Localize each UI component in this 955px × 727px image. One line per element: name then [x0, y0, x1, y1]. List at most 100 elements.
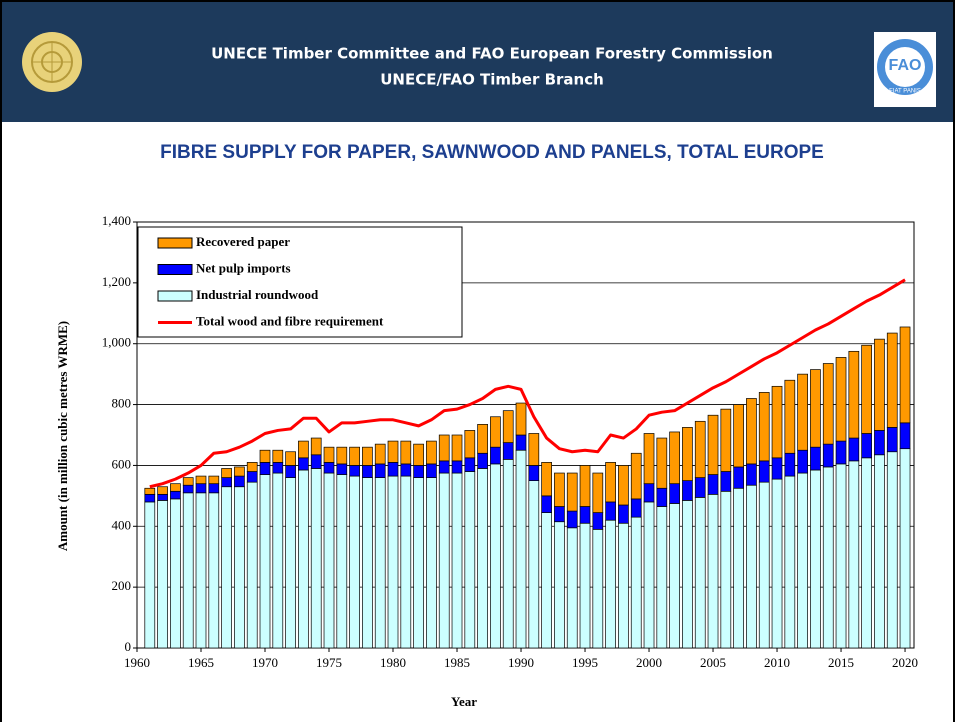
bar-segment — [694, 497, 706, 649]
bar-segment — [323, 472, 335, 649]
bar-segment — [285, 451, 296, 466]
bar-segment — [554, 506, 565, 523]
bar-segment — [874, 454, 885, 649]
x-tick-label: 1970 — [252, 655, 278, 670]
y-tick-label: 1,400 — [102, 213, 131, 228]
bar-segment — [451, 472, 463, 649]
bar-segment — [605, 519, 616, 649]
x-tick-label: 1995 — [572, 655, 598, 670]
bar-segment — [349, 446, 360, 466]
fao-motto: FIAT PANIS — [889, 89, 921, 95]
bar-segment — [426, 440, 437, 465]
bar-segment — [246, 462, 258, 472]
bar-segment — [720, 408, 732, 472]
bar-segment — [797, 373, 808, 451]
bar-segment — [234, 466, 245, 477]
bar-segment — [464, 471, 476, 649]
bar-segment — [682, 427, 693, 481]
bar-segment — [899, 326, 911, 424]
bar-segment — [490, 446, 501, 465]
bar-segment — [528, 465, 540, 481]
bar-segment — [285, 465, 296, 478]
bar-segment — [810, 446, 821, 471]
bar-segment — [656, 437, 668, 489]
bar-segment — [208, 492, 220, 649]
bar-segment — [797, 472, 808, 649]
bar-segment — [451, 434, 463, 462]
bar-segment — [362, 446, 373, 466]
bar-segment — [733, 404, 744, 468]
bar-segment — [349, 465, 360, 477]
bar-segment — [566, 527, 578, 649]
bar-segment — [246, 481, 258, 649]
bar-segment — [899, 448, 911, 649]
legend-label: Net pulp imports — [196, 260, 291, 275]
x-tick-label: 1960 — [124, 655, 150, 670]
x-tick-label: 2010 — [764, 655, 790, 670]
bar-segment — [323, 446, 335, 463]
bar-segment — [259, 449, 271, 463]
bar-segment — [438, 460, 450, 474]
bar-segment — [848, 460, 860, 649]
bar-segment — [566, 472, 578, 512]
bar-segment — [451, 460, 463, 474]
bar-segment — [387, 475, 399, 649]
bar-segment — [298, 457, 309, 471]
bar-segment — [618, 522, 629, 649]
bar-segment — [822, 363, 834, 445]
header-band — [2, 2, 953, 122]
bar-segment — [195, 475, 207, 485]
y-tick-label: 200 — [112, 578, 132, 593]
bar-segment — [784, 379, 796, 454]
bar-segment — [515, 402, 527, 436]
bar-segment — [592, 512, 604, 530]
bar-segment — [426, 477, 437, 649]
bar-segment — [784, 452, 796, 477]
bar-segment — [746, 484, 757, 649]
bar-segment — [592, 472, 604, 513]
legend-label: Recovered paper — [196, 234, 290, 249]
bar-segment — [579, 522, 591, 649]
bar-segment — [758, 460, 770, 483]
y-tick-label: 1,200 — [102, 274, 131, 289]
bar-segment — [259, 462, 271, 475]
bar-segment — [259, 474, 271, 649]
bar-segment — [310, 454, 322, 469]
bar-segment — [656, 487, 668, 507]
bar-segment — [630, 516, 642, 649]
bar-segment — [886, 427, 898, 453]
bar-segment — [400, 440, 412, 465]
bar-segment — [438, 434, 450, 462]
un-emblem — [22, 32, 82, 92]
bar-segment — [144, 501, 156, 649]
bar-segment — [477, 424, 488, 454]
bar-segment — [656, 506, 668, 649]
bar-segment — [413, 443, 424, 466]
bar-segment — [336, 474, 348, 649]
fao-logo-text: FAO — [889, 57, 922, 74]
bar-segment — [810, 469, 821, 649]
bar-segment — [502, 410, 514, 443]
bar-segment — [464, 457, 476, 472]
bar-segment — [579, 465, 591, 507]
bar-segment — [310, 468, 322, 649]
x-tick-label: 1965 — [188, 655, 214, 670]
bar-segment — [234, 475, 245, 488]
bar-segment — [605, 462, 616, 503]
bar-segment — [630, 452, 642, 500]
bar-segment — [720, 490, 732, 649]
bar-segment — [886, 332, 898, 428]
bar-segment — [285, 477, 296, 649]
bar-segment — [298, 469, 309, 649]
bar-segment — [323, 462, 335, 474]
bar-segment — [515, 434, 527, 451]
bar-segment — [758, 392, 770, 462]
bar-segment — [822, 466, 834, 649]
bar-segment — [182, 492, 194, 649]
bar-segment — [515, 449, 527, 649]
bar-segment — [605, 501, 616, 521]
legend-label: Total wood and fibre requirement — [196, 313, 384, 328]
x-tick-label: 1975 — [316, 655, 342, 670]
bar-segment — [310, 437, 322, 456]
bar-segment — [528, 433, 540, 466]
